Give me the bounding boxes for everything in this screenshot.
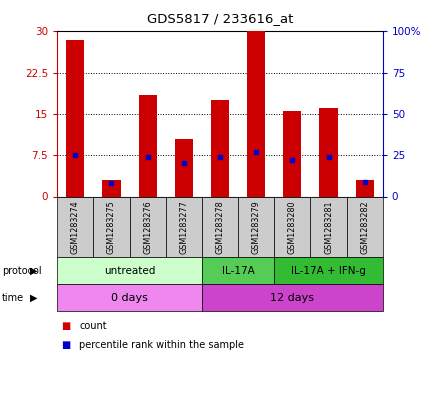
Bar (66, 40, 84, 197)
Text: ■: ■ (62, 340, 71, 349)
Text: percentile rank within the sample: percentile rank within the sample (79, 340, 244, 349)
Bar (247, 31, 265, 196)
Text: untreated: untreated (104, 266, 155, 276)
Bar (139, 95, 157, 196)
Bar (319, 108, 337, 196)
Text: GSM1283274: GSM1283274 (71, 200, 80, 254)
Text: count: count (79, 321, 107, 331)
Text: IL-17A + IFN-g: IL-17A + IFN-g (291, 266, 366, 276)
Text: GSM1283280: GSM1283280 (288, 200, 297, 254)
Text: 0 days: 0 days (111, 292, 148, 303)
Text: protocol: protocol (2, 266, 41, 276)
Text: GSM1283277: GSM1283277 (180, 200, 188, 254)
Text: GSM1283275: GSM1283275 (107, 200, 116, 254)
Text: ■: ■ (62, 321, 71, 331)
Bar (211, 100, 229, 196)
Text: IL-17A: IL-17A (222, 266, 254, 276)
Bar (283, 111, 301, 196)
Text: GSM1283278: GSM1283278 (216, 200, 224, 254)
Text: GDS5817 / 233616_at: GDS5817 / 233616_at (147, 12, 293, 25)
Text: GSM1283282: GSM1283282 (360, 200, 369, 254)
Bar (356, 180, 374, 196)
Text: ▶: ▶ (30, 292, 37, 303)
Text: ▶: ▶ (30, 266, 37, 276)
Text: time: time (2, 292, 24, 303)
Text: GSM1283276: GSM1283276 (143, 200, 152, 254)
Bar (175, 139, 193, 196)
Text: GSM1283279: GSM1283279 (252, 200, 260, 254)
Bar (103, 180, 121, 196)
Text: GSM1283281: GSM1283281 (324, 200, 333, 254)
Text: 12 days: 12 days (270, 292, 314, 303)
